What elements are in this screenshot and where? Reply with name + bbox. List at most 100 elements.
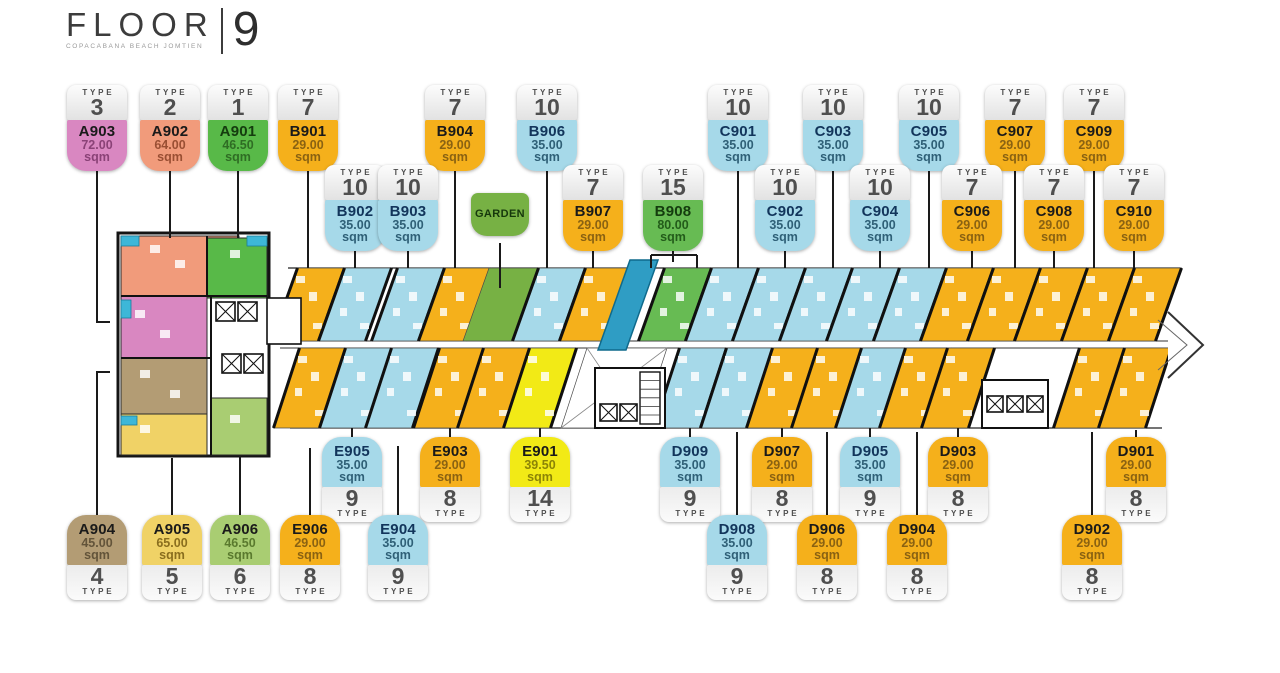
type-header: TYPE 7 <box>563 165 623 201</box>
leader-line <box>1053 243 1055 268</box>
type-header: TYPE 7 <box>425 85 485 121</box>
unit-area: 35.00 sqm <box>721 536 753 562</box>
type-header: 5 TYPE <box>142 564 202 600</box>
unit-area: 35.00 sqm <box>531 138 563 165</box>
unit-code: D901 <box>1117 443 1155 460</box>
garden-label: GARDEN <box>471 193 529 236</box>
unit-label-C902: TYPE 10 C902 35.00 sqm <box>755 165 815 251</box>
type-word: TYPE <box>865 168 898 177</box>
type-header: TYPE 10 <box>325 165 385 201</box>
unit-label-C906: TYPE 7 C906 29.00 sqm <box>942 165 1002 251</box>
type-word: TYPE <box>225 586 258 596</box>
unit-code: C901 <box>719 123 757 141</box>
unit-label-A903: TYPE 3 A903 72.00 sqm <box>67 85 127 171</box>
leader-line <box>1014 163 1016 268</box>
unit-area: 29.00 sqm <box>1076 536 1108 562</box>
unit-area: 29.00 sqm <box>956 218 988 245</box>
unit-area: 29.00 sqm <box>1120 458 1152 484</box>
unit-area: 39.50 sqm <box>524 458 556 484</box>
unit-code: C909 <box>1075 123 1113 141</box>
unit-label-B906: TYPE 10 B906 35.00 sqm <box>517 85 577 171</box>
unit-area: 46.50 sqm <box>224 536 256 562</box>
leader-line <box>171 458 173 515</box>
floor-number: 9 <box>232 3 260 56</box>
type-header: 8 TYPE <box>280 564 340 600</box>
leader-line <box>737 163 739 268</box>
unit-label-C903: TYPE 10 C903 35.00 sqm <box>803 85 863 171</box>
type-word: TYPE <box>578 168 611 177</box>
unit-code: D903 <box>939 443 977 460</box>
type-number: 9 <box>345 484 359 511</box>
unit-info: D905 35.00 sqm <box>840 437 900 487</box>
unit-label-D908: D908 35.00 sqm 9 TYPE <box>707 515 767 600</box>
unit-code: A902 <box>151 123 189 141</box>
leader-line <box>879 243 881 268</box>
type-word: TYPE <box>902 586 935 596</box>
type-number: 10 <box>395 174 421 200</box>
type-number: 10 <box>867 174 893 200</box>
unit-code: A904 <box>78 521 116 538</box>
type-header: TYPE 10 <box>755 165 815 201</box>
type-number: 6 <box>233 562 247 589</box>
unit-info: D906 29.00 sqm <box>797 515 857 565</box>
unit-area: 29.00 sqm <box>1038 218 1070 245</box>
unit-area: 45.00 sqm <box>81 536 113 562</box>
type-number: 10 <box>772 174 798 200</box>
unit-code: B908 <box>654 203 692 221</box>
type-number: 8 <box>910 562 924 589</box>
unit-area: 35.00 sqm <box>336 458 368 484</box>
unit-info: E901 39.50 sqm <box>510 437 570 487</box>
type-word: TYPE <box>818 88 851 97</box>
type-header: 8 TYPE <box>1106 486 1166 522</box>
unit-code: C902 <box>766 203 804 221</box>
unit-area: 29.00 sqm <box>901 536 933 562</box>
type-number: 7 <box>1047 174 1061 200</box>
leader-line <box>237 163 239 238</box>
type-word: TYPE <box>525 508 558 518</box>
unit-info: A905 65.00 sqm <box>142 515 202 565</box>
unit-area: 29.00 sqm <box>577 218 609 245</box>
unit-info: C906 29.00 sqm <box>942 200 1002 251</box>
type-word: TYPE <box>435 508 468 518</box>
type-header: TYPE 10 <box>378 165 438 201</box>
type-word: TYPE <box>722 586 755 596</box>
unit-label-E905: E905 35.00 sqm 9 TYPE <box>322 437 382 522</box>
leader-line <box>592 243 594 268</box>
unit-label-E904: E904 35.00 sqm 9 TYPE <box>368 515 428 600</box>
unit-label-A901: TYPE 1 A901 46.50 sqm <box>208 85 268 171</box>
unit-label-A902: TYPE 2 A902 64.00 sqm <box>140 85 200 171</box>
unit-label-C910: TYPE 7 C910 29.00 sqm <box>1104 165 1164 251</box>
unit-label-D909: D909 35.00 sqm 9 TYPE <box>660 437 720 522</box>
leader-line <box>736 432 738 515</box>
unit-info: A904 45.00 sqm <box>67 515 127 565</box>
unit-info: B903 35.00 sqm <box>378 200 438 251</box>
type-header: 8 TYPE <box>797 564 857 600</box>
type-header: 8 TYPE <box>1062 564 1122 600</box>
unit-area: 64.00 sqm <box>154 138 186 165</box>
type-header: TYPE 10 <box>708 85 768 121</box>
type-word: TYPE <box>340 168 373 177</box>
unit-area: 35.00 sqm <box>339 218 371 245</box>
type-header: 14 TYPE <box>510 486 570 522</box>
type-word: TYPE <box>957 168 990 177</box>
unit-code: C910 <box>1115 203 1153 221</box>
unit-info: A906 46.50 sqm <box>210 515 270 565</box>
unit-code: D904 <box>898 521 936 538</box>
type-word: TYPE <box>293 88 326 97</box>
leader-line <box>1135 430 1137 437</box>
unit-area: 46.50 sqm <box>222 138 254 165</box>
type-word: TYPE <box>157 586 190 596</box>
unit-code: C905 <box>910 123 948 141</box>
leader-line <box>397 446 399 515</box>
unit-label-C904: TYPE 10 C904 35.00 sqm <box>850 165 910 251</box>
unit-info: D909 35.00 sqm <box>660 437 720 487</box>
unit-code: B901 <box>289 123 327 141</box>
type-number: 7 <box>448 94 462 120</box>
unit-code: E904 <box>380 521 416 538</box>
leader-line <box>826 432 828 515</box>
unit-code: D906 <box>808 521 846 538</box>
unit-area: 29.00 sqm <box>942 458 974 484</box>
leader-line <box>354 243 356 268</box>
unit-info: D903 29.00 sqm <box>928 437 988 487</box>
type-word: TYPE <box>855 508 888 518</box>
